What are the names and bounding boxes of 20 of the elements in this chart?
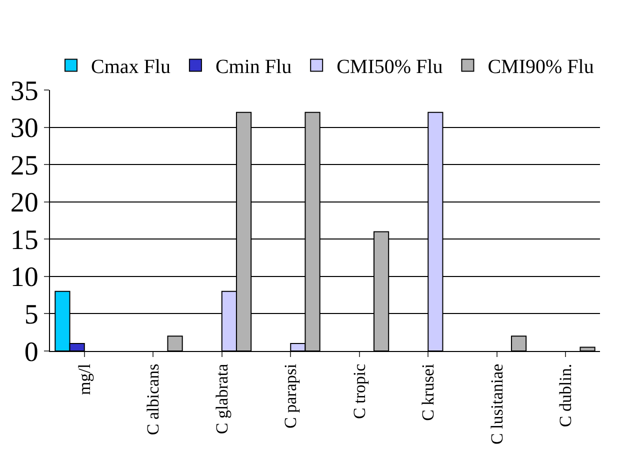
legend-label: Cmin Flu <box>215 56 292 78</box>
x-tick-label: C glabrata <box>212 363 232 434</box>
x-tick-label: mg/l <box>74 364 94 395</box>
y-tick-label: 5 <box>24 300 38 331</box>
legend-label: CMI50% Flu <box>336 56 443 78</box>
y-tick-label: 10 <box>10 262 38 294</box>
legend-label: Cmax Flu <box>91 56 170 78</box>
x-tick-label: C krusei <box>418 364 438 421</box>
x-tick-label: C parapsi <box>281 364 300 428</box>
y-tick-label: 20 <box>10 188 38 219</box>
y-tick-label: 15 <box>10 224 38 256</box>
legend-label: CMI90% Flu <box>488 56 594 78</box>
x-tick-label: C albicans <box>144 364 163 436</box>
x-tick-label: C lusitaniae <box>487 364 506 445</box>
x-tick-label: C dublin. <box>556 364 576 428</box>
y-tick-label: 0 <box>24 336 38 368</box>
y-tick-label: 30 <box>10 113 38 144</box>
x-tick-label: C tropic <box>350 363 369 420</box>
y-tick-label: 25 <box>10 150 38 182</box>
y-tick-label: 35 <box>10 76 38 107</box>
